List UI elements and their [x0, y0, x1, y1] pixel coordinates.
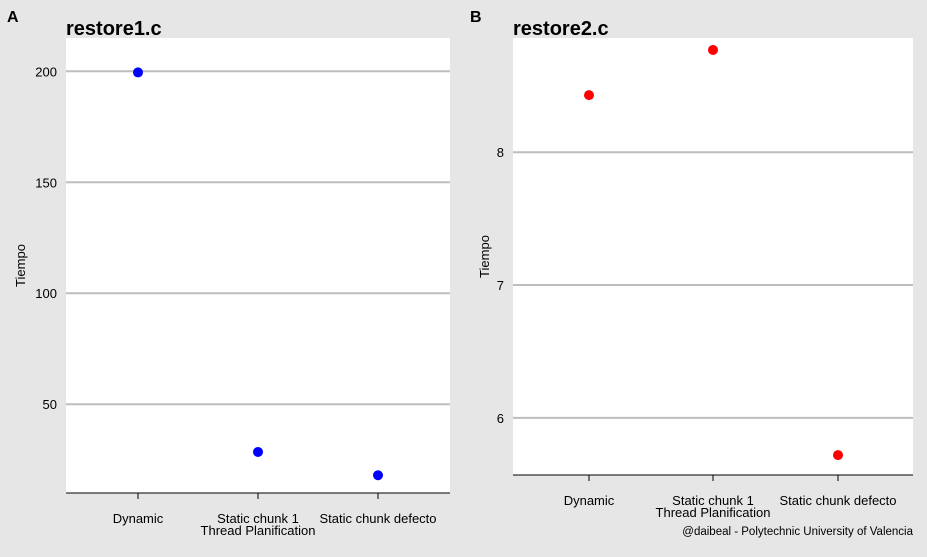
y-tick-label: 7 — [497, 278, 504, 293]
x-axis-title: Thread Planification — [656, 505, 771, 520]
data-point — [584, 90, 594, 101]
data-point — [253, 446, 263, 457]
y-axis-title: Tiempo — [477, 235, 492, 278]
x-tick-label: Dynamic — [113, 511, 164, 526]
x-tick-label: Static chunk defecto — [779, 493, 896, 508]
y-tick-label: 150 — [35, 175, 57, 190]
y-axis-title: Tiempo — [13, 244, 28, 287]
x-tick-label: Static chunk 1 — [672, 493, 754, 508]
plot-area — [513, 38, 913, 475]
data-point — [708, 44, 718, 55]
y-tick-label: 50 — [43, 397, 57, 412]
data-point — [373, 470, 383, 481]
x-tick-label: Static chunk defecto — [319, 511, 436, 526]
data-point — [833, 450, 843, 461]
x-tick-label: Static chunk 1 — [217, 511, 299, 526]
y-tick-label: 200 — [35, 64, 57, 79]
y-tick-label: 6 — [497, 411, 504, 426]
panel-restore2: 6 7 8 Dynamic Static chunk 1 Static chunk def… — [464, 0, 927, 552]
figure-caption: @daibeal - Polytechnic University of Val… — [682, 526, 913, 538]
plot-area — [66, 38, 450, 493]
panel-restore1: 50 100 150 200 Dynamic Static chunk 1 Static c… — [0, 0, 462, 552]
x-tick-label: Dynamic — [564, 493, 615, 508]
y-tick-label: 8 — [497, 145, 504, 160]
chart-title: restore2.c — [513, 18, 609, 40]
panel-label: A — [7, 9, 19, 26]
panel-label: B — [470, 9, 482, 26]
data-point — [133, 67, 143, 78]
y-tick-label: 100 — [35, 286, 57, 301]
chart-title: restore1.c — [66, 18, 162, 40]
x-axis-title: Thread Planification — [201, 523, 316, 538]
